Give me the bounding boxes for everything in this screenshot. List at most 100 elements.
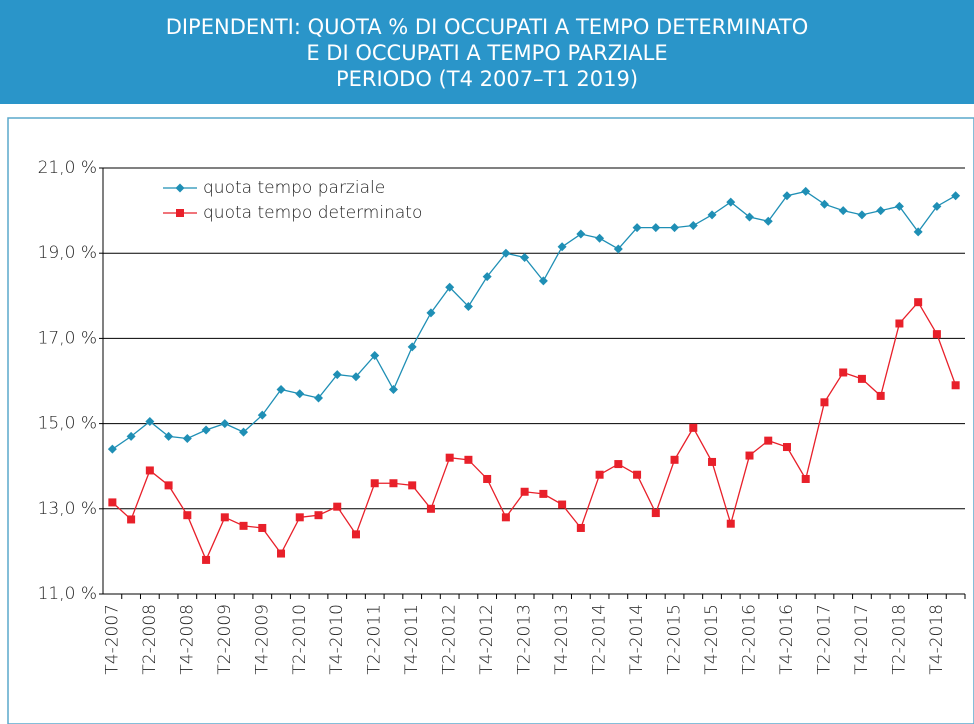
point: [108, 498, 117, 507]
point: [295, 389, 305, 399]
point: [557, 242, 567, 252]
point: [651, 223, 661, 233]
x-tick-label: T2-2008: [140, 604, 160, 675]
point: [820, 398, 829, 407]
point: [482, 272, 492, 282]
point: [332, 370, 342, 380]
x-tick-label: T4-2017: [852, 604, 872, 675]
point: [708, 457, 717, 466]
legend-label: quota tempo parziale: [203, 178, 385, 198]
x-tick-label: T2-2010: [290, 604, 310, 675]
point: [127, 515, 136, 524]
point: [745, 451, 754, 460]
x-tick-label: T2-2009: [215, 604, 235, 675]
point: [576, 523, 585, 532]
point: [483, 474, 492, 483]
point: [558, 500, 567, 509]
x-tick-label: T4-2007: [102, 604, 122, 675]
point: [258, 523, 267, 532]
point: [388, 385, 398, 395]
point: [175, 183, 185, 193]
x-tick-label: T4-2010: [327, 604, 347, 675]
point: [445, 282, 455, 292]
title-line: DIPENDENTI: QUOTA % DI OCCUPATI A TEMPO …: [165, 15, 809, 39]
point: [370, 479, 379, 488]
point: [220, 513, 229, 522]
y-tick-label: 17,0 %: [38, 328, 97, 348]
point: [464, 455, 473, 464]
chart-frame: [7, 117, 974, 724]
point: [145, 416, 155, 426]
x-tick-label: T4-2018: [927, 604, 947, 675]
y-tick-label: 21,0 %: [38, 158, 97, 178]
point: [614, 460, 623, 469]
point: [277, 549, 286, 558]
series-line: [112, 190, 956, 450]
x-tick-label: T4-2011: [402, 604, 422, 675]
point: [763, 216, 773, 226]
point: [932, 201, 942, 211]
point: [745, 212, 754, 222]
point: [183, 511, 192, 520]
point: [707, 210, 717, 220]
point: [239, 427, 249, 437]
point: [782, 443, 791, 452]
point: [726, 519, 735, 528]
point: [239, 521, 248, 530]
point: [333, 502, 342, 511]
series-line: [111, 301, 957, 562]
x-tick-label: T2-2016: [740, 604, 760, 675]
x-tick-label: T4-2015: [702, 604, 722, 675]
title-line: PERIODO (T4 2007–T1 2019): [335, 67, 639, 91]
point: [894, 201, 904, 211]
x-tick-label: T4-2012: [477, 604, 497, 675]
title-band: DIPENDENTI: QUOTA % DI OCCUPATI A TEMPO …: [0, 0, 974, 104]
point: [539, 489, 548, 498]
point: [176, 209, 184, 217]
point: [314, 393, 323, 403]
point: [689, 423, 698, 432]
point: [407, 342, 417, 352]
point: [389, 479, 398, 488]
y-tick-label: 13,0 %: [38, 499, 97, 519]
legend-label: quota tempo determinato: [203, 203, 422, 223]
point: [876, 391, 885, 400]
point: [126, 431, 136, 441]
point: [632, 223, 642, 233]
point: [764, 436, 773, 445]
point: [164, 431, 174, 441]
point: [857, 210, 867, 220]
x-tick-label: T4-2014: [627, 604, 647, 675]
point: [445, 453, 454, 462]
x-tick-label: T4-2013: [552, 604, 572, 675]
point: [633, 470, 642, 479]
point: [351, 530, 360, 539]
point: [819, 199, 829, 209]
point: [670, 455, 679, 464]
point: [202, 555, 211, 564]
point: [276, 385, 286, 395]
point: [370, 350, 380, 360]
point: [688, 221, 698, 231]
title-line: E DI OCCUPATI A TEMPO PARZIALE: [306, 41, 668, 65]
point: [951, 191, 961, 201]
point: [595, 233, 605, 243]
point: [670, 223, 680, 233]
x-tick-label: T2-2015: [665, 604, 685, 675]
x-tick-label: T4-2016: [777, 604, 797, 675]
point: [501, 513, 510, 522]
point: [651, 509, 660, 518]
point: [857, 374, 866, 383]
x-tick-label: T2-2017: [814, 604, 834, 675]
point: [932, 330, 941, 339]
point: [726, 197, 736, 207]
point: [257, 410, 267, 420]
point: [107, 444, 117, 454]
y-tick-label: 19,0 %: [38, 243, 97, 263]
point: [595, 470, 604, 479]
point: [182, 434, 192, 444]
point: [520, 487, 529, 496]
point: [839, 368, 848, 377]
